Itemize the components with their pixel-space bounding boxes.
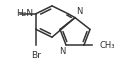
Text: H₂N: H₂N <box>16 9 33 18</box>
Text: Br: Br <box>31 51 41 60</box>
Text: N: N <box>59 47 65 56</box>
Text: CH₃: CH₃ <box>100 41 115 50</box>
Text: N: N <box>76 7 82 16</box>
